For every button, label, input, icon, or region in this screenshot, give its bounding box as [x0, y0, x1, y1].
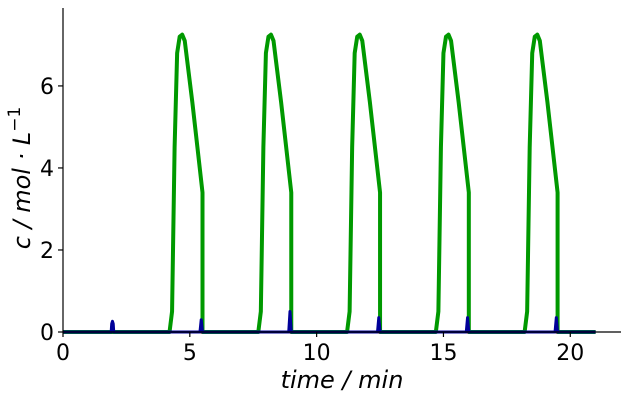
plot-area	[63, 32, 596, 334]
series-line-2	[63, 309, 596, 334]
x-tick-label: 15	[429, 341, 457, 366]
y-tick-label: 4	[40, 157, 54, 182]
x-ticks: 0 5 10 15 20	[56, 332, 584, 366]
x-tick-label: 0	[56, 341, 70, 366]
y-axis-label-text: c / mol · L	[8, 132, 36, 250]
x-tick-label: 5	[183, 341, 197, 366]
y-axis-label: c / mol · L−1	[5, 107, 36, 250]
series-line-0	[63, 32, 596, 334]
y-tick-label: 2	[40, 239, 54, 264]
y-tick-label: 0	[40, 321, 54, 346]
x-tick-label: 20	[556, 341, 584, 366]
x-tick-label: 10	[303, 341, 331, 366]
y-tick-label: 6	[40, 75, 54, 100]
y-axis-label-superscript: −1	[5, 107, 25, 132]
y-ticks: 0 2 4 6	[40, 75, 63, 346]
x-axis-label: time / min	[281, 366, 404, 394]
